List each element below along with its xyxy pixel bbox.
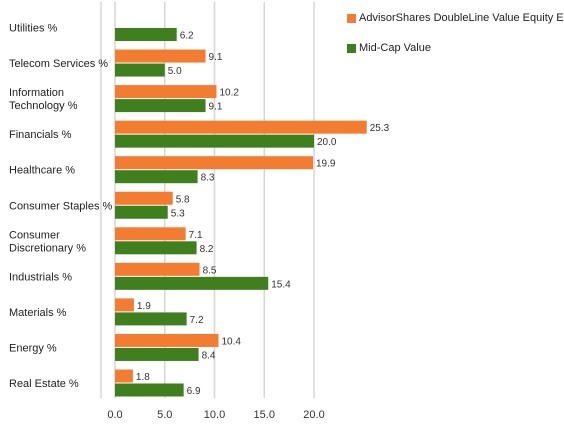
data-label-mid-cap-value-6: 8.2	[200, 244, 214, 255]
legend-swatch-mid-cap-value	[347, 43, 356, 53]
bar-mid-cap-value-8	[115, 312, 187, 326]
category-label-6-line-1: Discretionary %	[9, 242, 86, 254]
x-tick-label-4: 20.0	[303, 409, 324, 421]
bar-fund-8	[115, 298, 134, 312]
data-label-mid-cap-value-8: 7.2	[190, 315, 204, 326]
legend-item-fund: AdvisorShares DoubleLine Value Equity ET…	[347, 11, 564, 25]
category-label-7: Industrials %	[9, 271, 72, 283]
bar-fund-3	[115, 120, 367, 134]
category-label-6-line-0: Consumer	[9, 229, 60, 241]
bar-mid-cap-value-1	[115, 63, 165, 77]
bar-mid-cap-value-0	[115, 28, 177, 41]
category-label-0: Utilities %	[9, 23, 58, 35]
data-label-fund-1: 9.1	[209, 52, 223, 63]
data-label-fund-4: 19.9	[316, 159, 336, 170]
data-label-fund-3: 25.3	[370, 123, 390, 134]
data-label-mid-cap-value-10: 6.9	[187, 386, 201, 397]
bar-mid-cap-value-7	[115, 276, 269, 290]
bar-mid-cap-value-6	[115, 241, 197, 255]
data-label-fund-5: 5.8	[176, 194, 190, 205]
data-label-fund-7: 8.5	[203, 265, 217, 276]
category-label-1: Telecom Services %	[9, 58, 108, 70]
bar-mid-cap-value-9	[115, 347, 199, 361]
bar-fund-4	[115, 156, 314, 170]
bar-mid-cap-value-4	[115, 170, 198, 184]
bar-mid-cap-value-2	[115, 99, 206, 113]
chart-legend: AdvisorShares DoubleLine Value Equity ET…	[347, 11, 564, 71]
data-label-mid-cap-value-7: 15.4	[271, 279, 291, 290]
category-label-5: Consumer Staples %	[9, 200, 113, 212]
legend-label-mid-cap-value: Mid-Cap Value	[359, 42, 431, 54]
bar-fund-2	[115, 85, 217, 99]
data-label-mid-cap-value-5: 5.3	[171, 208, 185, 219]
data-label-fund-6: 7.1	[189, 230, 203, 241]
bar-mid-cap-value-10	[115, 383, 184, 397]
legend-item-mid-cap-value: Mid-Cap Value	[347, 41, 564, 55]
category-label-2-line-0: Information	[9, 87, 64, 99]
x-tick-label-3: 15.0	[254, 409, 275, 421]
bar-fund-10	[115, 369, 133, 383]
data-label-mid-cap-value-2: 9.1	[209, 102, 223, 113]
category-label-2-line-1: Technology %	[9, 100, 78, 112]
x-tick-label-0: 0.0	[107, 409, 122, 421]
bar-fund-6	[115, 227, 186, 241]
legend-swatch-fund	[347, 13, 356, 23]
data-label-mid-cap-value-4: 8.3	[201, 173, 215, 184]
data-label-mid-cap-value-0: 6.2	[180, 31, 194, 42]
data-label-mid-cap-value-1: 5.0	[168, 66, 182, 77]
x-tick-label-1: 5.0	[157, 409, 172, 421]
bar-fund-1	[115, 49, 206, 63]
category-label-10: Real Estate %	[9, 378, 79, 390]
bar-mid-cap-value-3	[115, 134, 314, 148]
bar-mid-cap-value-5	[115, 205, 168, 219]
bar-fund-7	[115, 262, 200, 276]
bar-fund-5	[115, 191, 173, 205]
legend-label-fund: AdvisorShares DoubleLine Value Equity ET…	[359, 12, 564, 24]
category-label-4: Healthcare %	[9, 165, 75, 177]
category-label-3: Financials %	[9, 129, 72, 141]
bar-fund-9	[115, 333, 219, 347]
data-label-mid-cap-value-3: 20.0	[317, 137, 337, 148]
data-label-mid-cap-value-9: 8.4	[202, 350, 216, 361]
category-label-9: Energy %	[9, 342, 57, 354]
data-label-fund-8: 1.9	[137, 301, 151, 312]
category-label-8: Materials %	[9, 307, 67, 319]
data-label-fund-2: 10.2	[219, 88, 239, 99]
data-label-fund-10: 1.8	[136, 372, 150, 383]
x-tick-label-2: 10.0	[204, 409, 225, 421]
data-label-fund-9: 10.4	[221, 336, 241, 347]
